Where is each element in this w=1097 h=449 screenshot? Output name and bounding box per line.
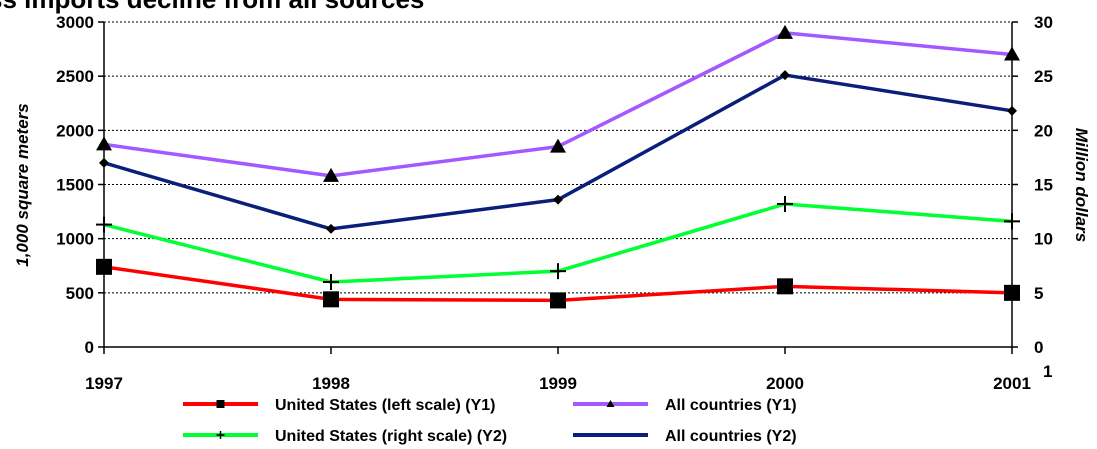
x-tick-label: 2000 [766, 374, 804, 393]
plus-marker [323, 274, 339, 290]
series-1 [96, 258, 1020, 309]
y-left-tick-label: 500 [66, 284, 94, 303]
plus-marker [1004, 213, 1020, 230]
diamond-marker [1007, 105, 1017, 116]
series-3 [96, 196, 1020, 290]
square-marker [777, 278, 793, 295]
plus-marker [96, 216, 112, 233]
grid [104, 21, 1012, 294]
y-right-tick-label: 5 [1034, 284, 1043, 303]
y-left-tick-label: 0 [85, 338, 94, 357]
y-left-tick-label: 1000 [56, 230, 94, 249]
square-marker [323, 291, 339, 308]
triangle-marker [550, 138, 566, 153]
diamond-marker [326, 223, 336, 234]
x-tick-label: 1998 [312, 374, 350, 393]
legend-item: United States (left scale) (Y1) [183, 397, 496, 414]
triangle-marker [1004, 46, 1020, 61]
legend-label: All countries (Y1) [665, 397, 797, 414]
series-2 [96, 24, 1020, 182]
y-right-tick-label: 20 [1034, 121, 1053, 140]
x-superscript: 1 [1043, 362, 1052, 381]
diamond-marker [553, 194, 563, 205]
y-right-tick-label: 10 [1034, 230, 1053, 249]
y-left-tick-label: 1500 [56, 176, 94, 195]
diamond-marker [99, 157, 109, 168]
legend: United States (left scale) (Y1) All count… [183, 397, 797, 445]
x-tick-label: 2001 [993, 374, 1031, 393]
y-left-tick-label: 2000 [56, 121, 94, 140]
x-tick-label: 1997 [85, 374, 123, 393]
series-4 [99, 70, 1017, 234]
triangle-marker [777, 24, 793, 39]
series-group [96, 24, 1020, 309]
triangle-marker [96, 136, 112, 151]
square-marker [1004, 284, 1020, 301]
y-left-tick-label: 2500 [56, 67, 94, 86]
legend-marker [606, 400, 615, 407]
diamond-marker [780, 70, 790, 81]
legend-marker [216, 400, 225, 408]
triangle-marker [323, 167, 339, 182]
y-left-tick-label: 3000 [56, 13, 94, 32]
y-right-tick-label: 15 [1034, 176, 1053, 195]
y-right-tick-label: 30 [1034, 13, 1053, 32]
legend-item: United States (right scale) (Y2) [183, 428, 507, 445]
chart-title: ss imports decline from all sources [0, 0, 424, 14]
y-axis-right-label: Million dollars [1072, 128, 1091, 242]
legend-label: United States (left scale) (Y1) [275, 397, 496, 414]
legend-item: All countries (Y2) [573, 428, 797, 445]
x-tick-label: 1999 [539, 374, 577, 393]
y-axis-left-label: 1,000 square meters [13, 103, 32, 267]
legend-item: All countries (Y1) [573, 397, 797, 414]
legend-label: United States (right scale) (Y2) [275, 428, 507, 445]
plus-marker [550, 263, 566, 280]
y-right-tick-label: 25 [1034, 67, 1053, 86]
plus-marker [777, 196, 793, 212]
series-line [103, 31, 1013, 178]
square-marker [550, 292, 566, 309]
y-right-tick-label: 0 [1034, 338, 1043, 357]
legend-label: All countries (Y2) [665, 428, 797, 445]
square-marker [96, 258, 112, 275]
tick-labels: 0 500 1000 1500 2000 2500 3000 0 5 10 15 20 25 30 1997… [56, 13, 1053, 393]
